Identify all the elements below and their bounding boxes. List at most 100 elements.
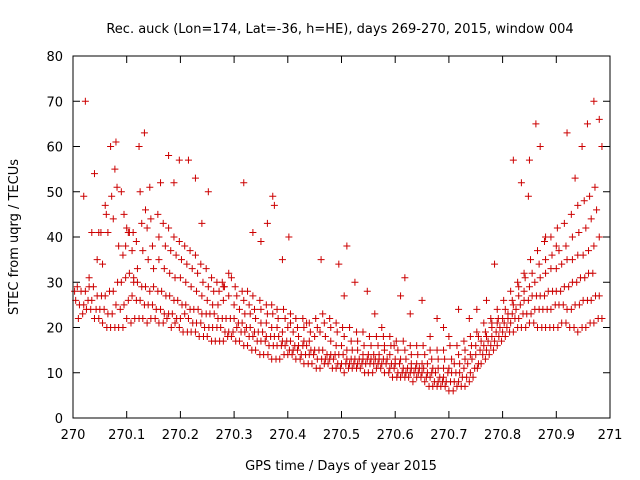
data-point <box>186 247 194 255</box>
data-point <box>433 346 441 354</box>
data-point <box>125 269 133 277</box>
data-point <box>252 346 260 354</box>
data-point <box>181 242 189 250</box>
data-point <box>170 179 178 187</box>
data-point <box>120 301 128 309</box>
data-point <box>469 373 477 381</box>
data-point <box>515 314 523 322</box>
data-point <box>99 260 107 268</box>
data-point <box>97 228 105 236</box>
data-point <box>480 342 488 350</box>
data-point <box>177 256 185 264</box>
y-tick-label: 20 <box>46 322 63 337</box>
y-tick-label: 40 <box>46 231 63 246</box>
data-point <box>230 301 238 309</box>
data-point <box>547 305 555 313</box>
data-point <box>527 310 535 318</box>
data-point <box>369 369 377 377</box>
data-point <box>390 364 398 372</box>
data-point <box>383 355 391 363</box>
data-point <box>491 260 499 268</box>
data-point <box>503 324 511 331</box>
data-point <box>528 269 536 277</box>
data-point <box>203 296 211 304</box>
data-point <box>238 319 246 327</box>
data-point <box>482 346 490 354</box>
data-point <box>117 278 125 286</box>
data-point <box>252 314 260 322</box>
data-point <box>423 360 431 368</box>
data-point <box>227 274 235 282</box>
data-point <box>482 296 490 304</box>
data-point <box>115 242 123 250</box>
data-point <box>257 238 265 246</box>
data-point <box>124 296 132 304</box>
data-point <box>359 328 367 336</box>
data-point <box>520 287 528 295</box>
data-point <box>552 242 560 250</box>
data-point <box>521 274 529 282</box>
data-point <box>401 346 409 354</box>
data-point <box>508 296 516 304</box>
data-point <box>338 342 345 350</box>
data-point <box>495 333 503 341</box>
data-point <box>270 201 278 209</box>
data-point <box>473 328 481 336</box>
data-point <box>542 256 550 264</box>
y-axis-label: STEC from uqrg / TECUs <box>7 159 22 315</box>
data-point <box>482 333 490 341</box>
data-point <box>431 369 439 377</box>
data-point <box>160 265 168 273</box>
data-point <box>148 242 156 250</box>
data-point <box>138 219 146 227</box>
data-point <box>225 292 233 300</box>
data-point <box>245 301 253 309</box>
y-tick-label: 0 <box>55 412 63 427</box>
data-point <box>191 328 199 336</box>
data-point <box>582 324 590 331</box>
data-point <box>230 314 238 322</box>
data-point <box>231 283 239 291</box>
data-point <box>240 179 248 187</box>
data-point <box>269 192 277 200</box>
data-point <box>132 238 140 246</box>
data-point <box>591 183 599 191</box>
data-point <box>420 364 428 372</box>
data-point <box>570 324 578 331</box>
data-point <box>316 328 324 336</box>
x-tick-label: 270.6 <box>377 428 414 443</box>
data-point <box>433 314 441 322</box>
data-point <box>380 342 388 350</box>
data-point <box>399 337 407 345</box>
data-point <box>128 292 136 300</box>
data-point <box>540 292 548 300</box>
data-point <box>240 296 248 304</box>
data-point <box>119 251 127 259</box>
data-point <box>365 333 373 341</box>
data-point <box>81 97 89 105</box>
data-point <box>80 192 88 200</box>
data-point <box>397 292 405 300</box>
data-point <box>155 233 163 241</box>
data-point <box>481 328 489 336</box>
data-point <box>229 328 237 336</box>
data-point <box>531 278 539 286</box>
data-point <box>487 342 495 350</box>
data-point <box>293 346 301 354</box>
data-point <box>343 242 351 250</box>
data-point <box>276 355 284 363</box>
data-point <box>280 305 288 313</box>
data-point <box>120 210 128 218</box>
data-point <box>449 387 457 395</box>
data-point <box>151 314 159 322</box>
data-point <box>536 274 544 282</box>
data-point <box>188 265 196 273</box>
data-point <box>402 355 410 363</box>
data-point <box>311 333 319 341</box>
data-point <box>574 328 582 336</box>
y-tick-label: 10 <box>46 367 63 382</box>
data-point <box>455 305 463 313</box>
data-point <box>210 310 218 318</box>
data-point <box>394 346 402 354</box>
data-point <box>517 179 525 187</box>
